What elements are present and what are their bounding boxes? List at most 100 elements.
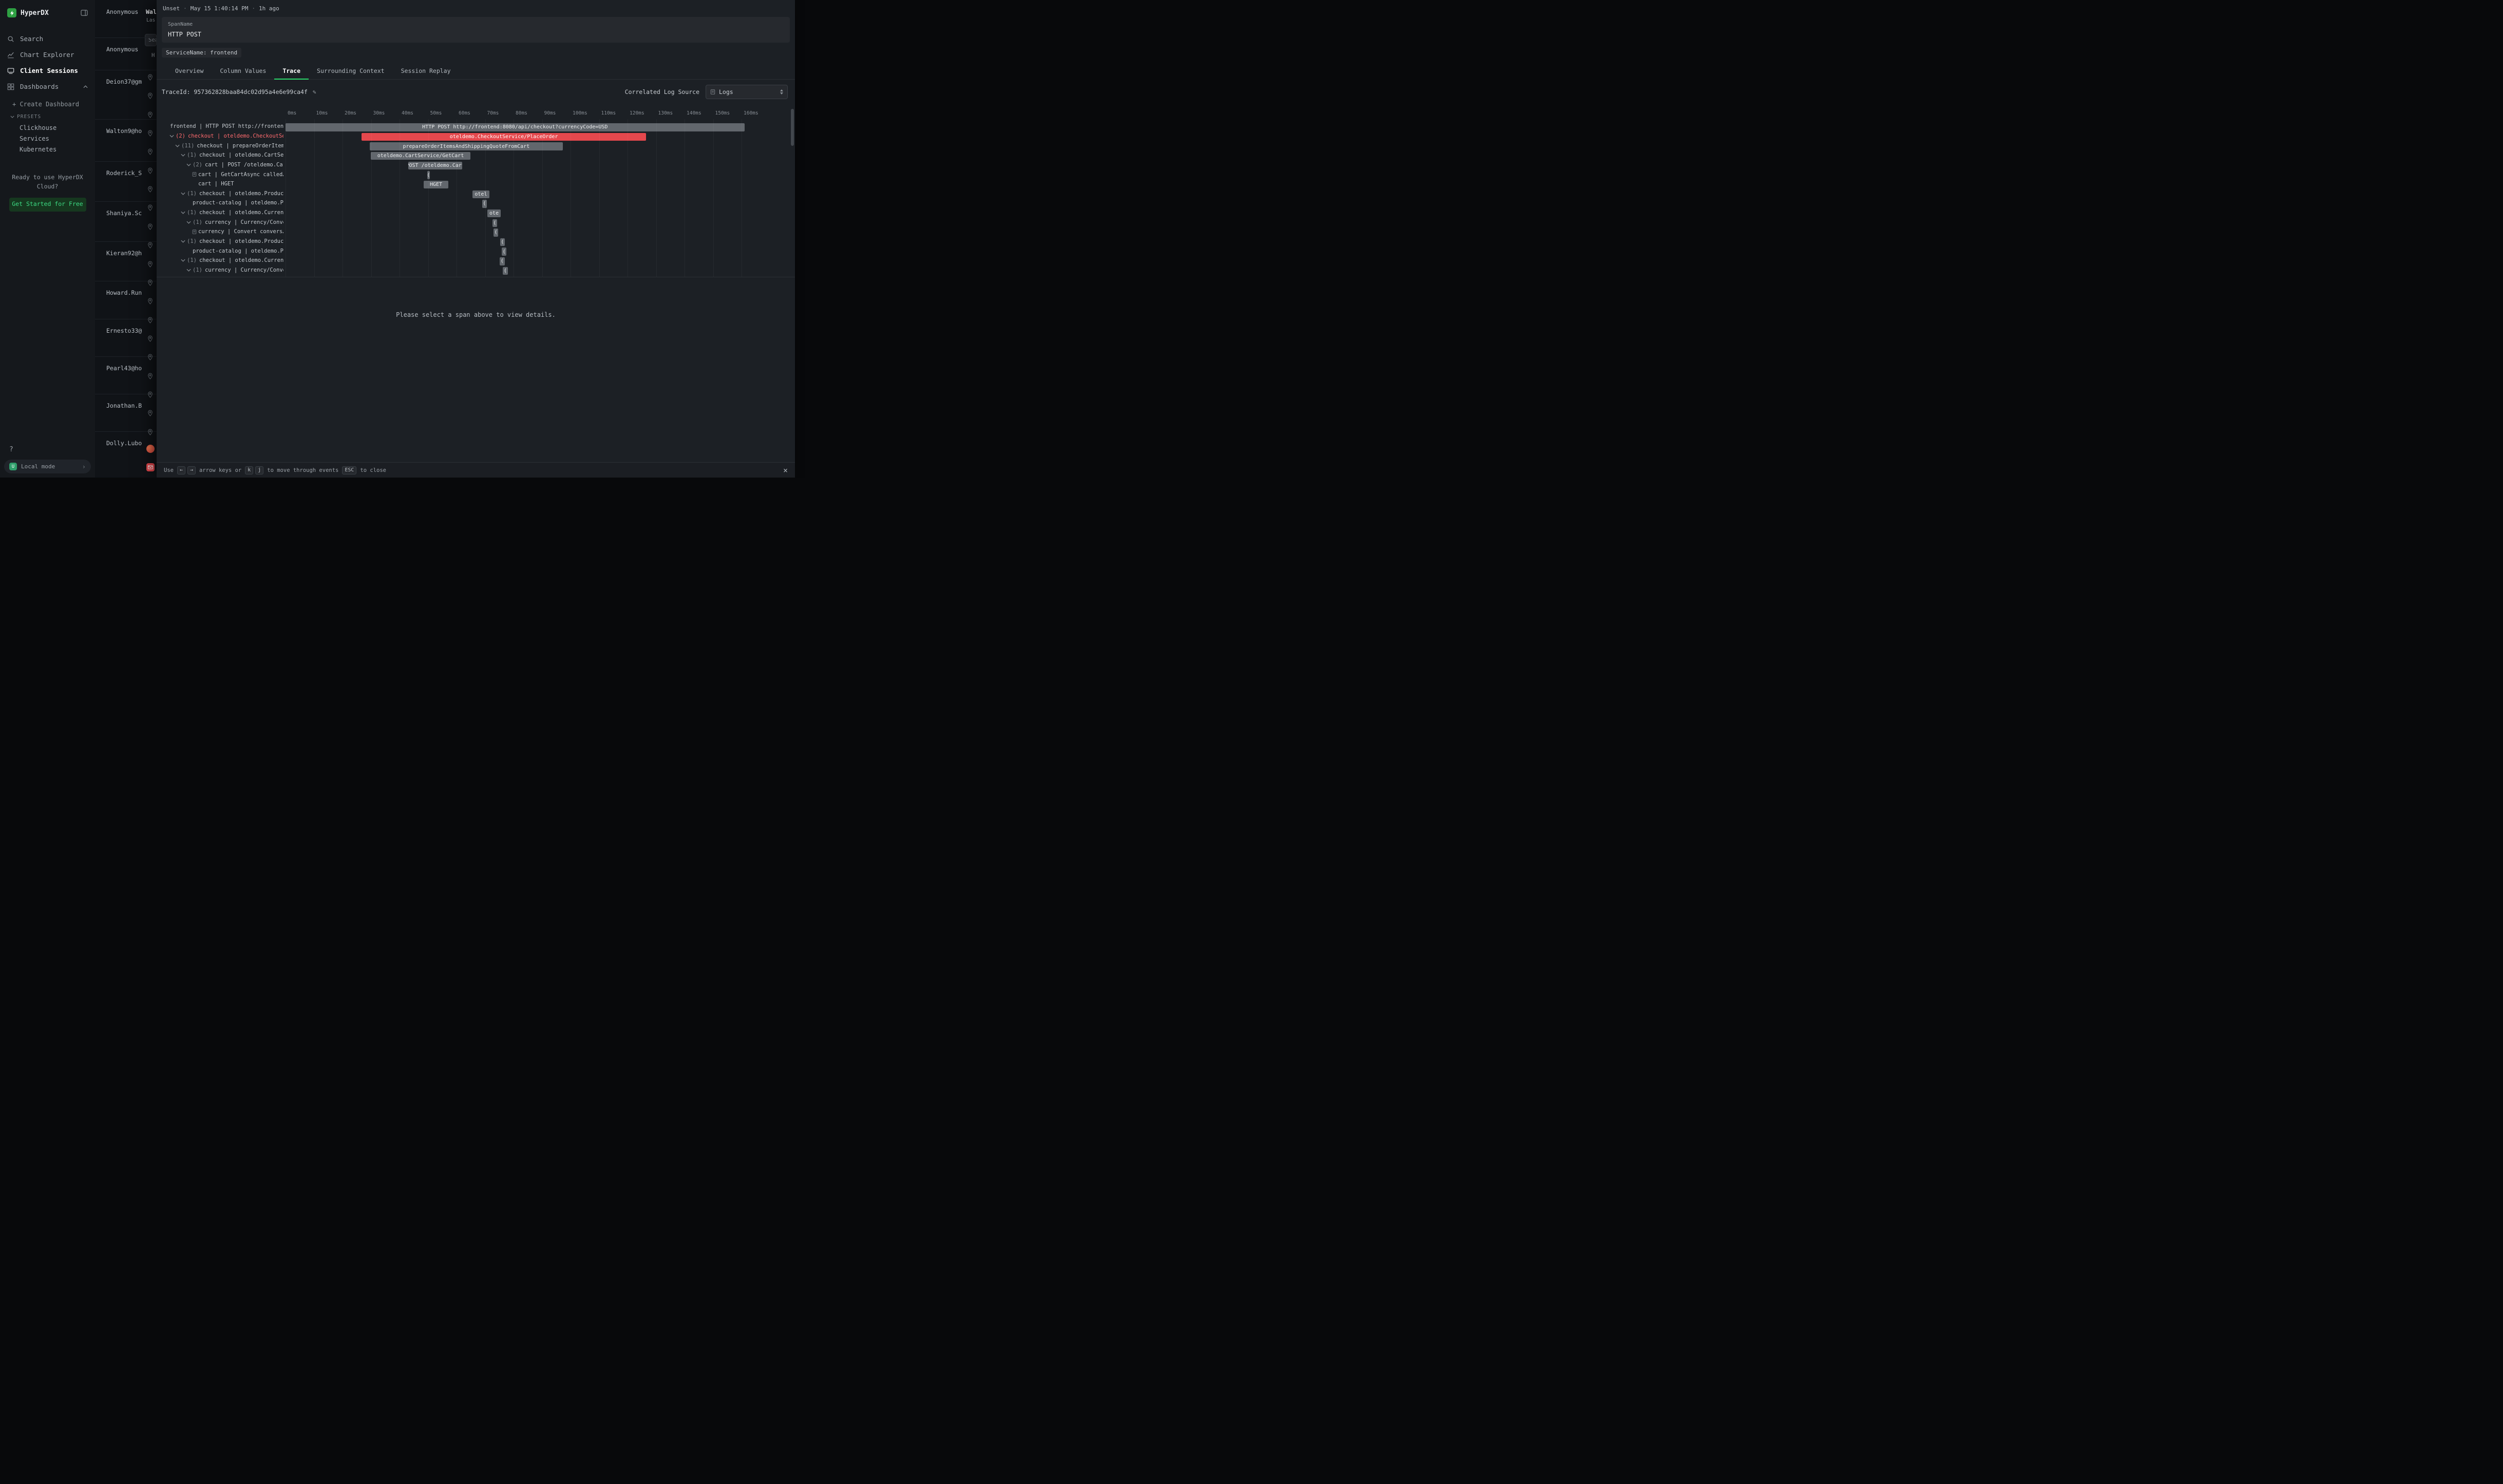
span-bar[interactable]: ( <box>502 267 508 275</box>
sidebar-item-dashboards[interactable]: Dashboards <box>0 79 95 94</box>
local-mode-button[interactable]: U Local mode › <box>4 460 91 473</box>
search-input[interactable]: Sea <box>145 34 157 46</box>
span-bar[interactable]: ( <box>499 257 505 265</box>
help-icon[interactable]: ? <box>9 446 13 453</box>
chevron-down-icon <box>10 114 14 120</box>
span-name-value: HTTP POST <box>168 31 202 38</box>
span-tree-row[interactable]: product-catalog | oteldemo.Prod… <box>160 246 283 256</box>
span-tree-row[interactable]: (1)currency | Currency/Convert <box>160 217 283 227</box>
log-source-select[interactable]: Logs <box>706 85 788 99</box>
sidebar-item-chart-explorer[interactable]: Chart Explorer <box>0 47 95 63</box>
span-tree-row[interactable]: (1)checkout | oteldemo.CurrencySe… <box>160 256 283 265</box>
span-bar[interactable]: HTTP POST http://frontend:8080/api/check… <box>286 123 745 131</box>
child-count: (1) <box>187 190 197 197</box>
span-tree-row[interactable]: (1)currency | Currency/Convert <box>160 265 283 275</box>
span-name: currency | Convert convers… <box>198 229 283 235</box>
sidebar-item-client-sessions[interactable]: Client Sessions <box>0 63 95 79</box>
span-tree-row[interactable]: (1)checkout | oteldemo.CartServic… <box>160 150 283 160</box>
session-row[interactable]: Shaniya.Sc <box>106 210 142 217</box>
location-pin-icon <box>147 204 154 212</box>
span-bar[interactable]: ( <box>427 171 430 179</box>
span-tree-row[interactable]: product-catalog | oteldemo.Prod… <box>160 198 283 208</box>
span-bar[interactable]: ( <box>492 219 497 227</box>
child-count: (11) <box>181 142 195 149</box>
span-bar[interactable]: oteldemo.CheckoutService/PlaceOrder <box>362 132 647 141</box>
sidebar-preset-kubernetes[interactable]: Kubernetes <box>20 145 57 153</box>
location-pin-icon <box>147 74 154 81</box>
session-row[interactable]: Dolly.Lubo <box>106 440 142 447</box>
session-row[interactable]: Jonathan.B <box>106 402 142 409</box>
tab-trace[interactable]: Trace <box>274 63 309 80</box>
span-tree-row[interactable]: (11)checkout | prepareOrderItemsAnd… <box>160 141 283 150</box>
span-tree-row[interactable]: currency | Convert convers… <box>160 227 283 237</box>
trace-toolbar: TraceId: 957362828baa84dc02d95a4e6e99ca4… <box>157 80 795 104</box>
gridline <box>656 119 657 277</box>
search-icon <box>7 35 15 43</box>
span-bar[interactable]: ote <box>487 209 501 218</box>
axis-tick-label: 80ms <box>516 110 527 116</box>
gridline <box>542 119 543 277</box>
session-row[interactable]: Anonymous <box>106 8 139 15</box>
trace-id-label: TraceId: <box>162 88 191 96</box>
edit-icon[interactable]: ✎ <box>312 88 316 96</box>
session-row[interactable]: Walton9@ho <box>106 127 142 135</box>
create-dashboard-button[interactable]: + Create Dashboard <box>12 101 80 108</box>
tab-session-replay[interactable]: Session Replay <box>401 67 451 74</box>
span-tree-row[interactable]: (1)checkout | oteldemo.CurrencySe… <box>160 208 283 218</box>
session-row[interactable]: Howard.Run <box>106 289 142 296</box>
kbd-key: k <box>245 466 254 474</box>
log-event-icon <box>192 230 198 234</box>
sidebar-collapse-icon[interactable] <box>81 10 88 16</box>
close-icon[interactable]: × <box>783 465 788 475</box>
span-bar[interactable]: ( <box>494 229 499 237</box>
span-tree-row[interactable]: (2)checkout | oteldemo.CheckoutServic… <box>160 131 283 141</box>
span-name: currency | Currency/Convert <box>204 267 283 273</box>
sidebar-preset-services[interactable]: Services <box>20 135 49 142</box>
presets-section-header[interactable]: PRESETS <box>0 110 95 122</box>
span-tree-row[interactable]: frontend | HTTP POST http://frontend:… <box>160 122 283 131</box>
session-row[interactable]: Roderick_S <box>106 169 142 177</box>
row-divider <box>95 431 157 432</box>
session-row[interactable]: Anonymous <box>106 46 139 53</box>
span-bar[interactable]: otel <box>472 190 489 199</box>
span-bar[interactable]: oteldemo.CartService/GetCart <box>370 151 471 160</box>
span-bar[interactable]: HGET <box>424 180 448 189</box>
chevron-down-icon <box>186 163 193 166</box>
span-bar[interactable]: POST /oteldemo.Cart <box>408 161 463 170</box>
span-bar[interactable]: ( <box>502 248 507 256</box>
tab-column-values[interactable]: Column Values <box>220 67 267 74</box>
span-bar[interactable]: prepareOrderItemsAndShippingQuoteFromCar… <box>369 142 563 150</box>
tab-surrounding-context[interactable]: Surrounding Context <box>317 67 385 74</box>
scrollbar-thumb[interactable] <box>791 109 794 146</box>
footer-text: Use <box>164 467 174 473</box>
sidebar-item-search[interactable]: Search <box>0 31 95 47</box>
session-detail-subtitle: Las <box>146 17 156 23</box>
session-row[interactable]: Ernesto33@ <box>106 327 142 334</box>
session-row[interactable]: Kieran92@h <box>106 250 142 257</box>
event-side-panel: Unset · May 15 1:40:14 PM · 1h ago SpanN… <box>157 0 795 478</box>
span-name: frontend | HTTP POST http://frontend:… <box>170 123 283 130</box>
get-started-button[interactable]: Get Started for Free <box>9 197 86 212</box>
span-bar[interactable]: ( <box>500 238 505 246</box>
session-row[interactable]: Deion37@gm <box>106 78 142 85</box>
span-tree-row[interactable]: (1)checkout | oteldemo.ProductCat… <box>160 188 283 198</box>
span-tree-row[interactable]: cart | GetCartAsync called… <box>160 169 283 179</box>
sidebar-preset-clickhouse[interactable]: Clickhouse <box>20 124 57 131</box>
span-bar[interactable]: ( <box>482 200 487 208</box>
location-pin-icon <box>147 335 154 342</box>
span-tree-row[interactable]: (2)cart | POST /oteldemo.CartSe… <box>160 160 283 170</box>
child-count: (2) <box>176 132 185 139</box>
promo-line-2: Cloud? <box>36 182 59 190</box>
service-name-chip[interactable]: ServiceName: frontend <box>162 48 242 58</box>
sidebar-item-label: Search <box>20 35 44 43</box>
span-tree-row[interactable]: cart | HGET <box>160 179 283 189</box>
kbd-key: j <box>255 466 264 474</box>
location-pin-icon <box>147 410 154 416</box>
row-divider <box>95 241 157 242</box>
axis-tick-label: 0ms <box>288 110 297 116</box>
session-row[interactable]: Pearl43@ho <box>106 365 142 372</box>
span-tree-row[interactable]: (1)checkout | oteldemo.ProductCat… <box>160 237 283 246</box>
tab-overview[interactable]: Overview <box>175 67 204 74</box>
logs-icon <box>710 89 715 94</box>
